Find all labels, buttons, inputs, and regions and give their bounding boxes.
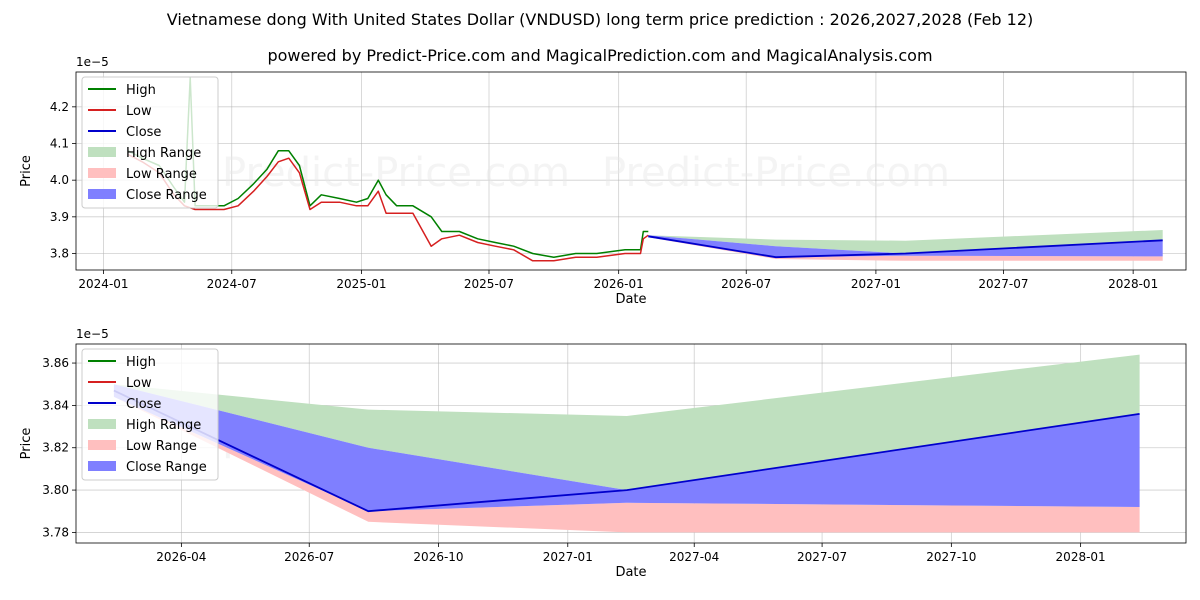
y-offset-text: 1e−5 <box>76 55 109 69</box>
plot-area <box>127 76 1163 262</box>
chart-subtitle: powered by Predict-Price.com and Magical… <box>267 46 933 65</box>
legend-patch-swatch <box>88 189 116 199</box>
x-axis-label: Date <box>615 292 646 307</box>
legend-label: Close <box>126 397 161 412</box>
forecast-close-line <box>113 389 1140 513</box>
x-tick-label: 2024-01 <box>78 277 128 291</box>
x-tick-label: 2025-01 <box>336 277 386 291</box>
legend-label: Close Range <box>126 188 207 203</box>
chart-suptitle: Vietnamese dong With United States Dolla… <box>166 10 1034 29</box>
close-range-area <box>113 384 1140 512</box>
x-tick-label: 2025-07 <box>464 277 514 291</box>
y-tick-label: 4.1 <box>50 137 69 151</box>
legend-label: High Range <box>126 418 201 433</box>
legend-label: High <box>126 355 156 370</box>
bottom-panel: Predict-Price.comPredict-Price.com2026-0… <box>19 327 1187 580</box>
axes-frame <box>75 71 1187 271</box>
x-tick-label: 2027-01 <box>851 277 901 291</box>
close-range-area <box>648 235 1163 258</box>
x-tick-label: 2028-01 <box>1056 550 1106 564</box>
legend-patch-swatch <box>88 419 116 429</box>
watermark-text: Predict-Price.com <box>222 150 570 196</box>
forecast-close-line <box>648 235 1163 259</box>
top-panel: Predict-Price.com Predict-Price.com 2024-0… <box>19 55 1187 307</box>
y-tick-label: 3.8 <box>50 247 69 261</box>
low-range-area <box>648 237 1163 261</box>
legend-patch-swatch <box>88 461 116 471</box>
y-tick-label: 3.82 <box>42 441 69 455</box>
x-tick-label: 2026-07 <box>721 277 771 291</box>
legend-patch-swatch <box>88 168 116 178</box>
legend-label: Close Range <box>126 460 207 475</box>
legend: High Low Close High Range Low Range Close Ran… <box>81 76 219 209</box>
plot-area <box>113 354 1140 533</box>
y-tick-label: 3.9 <box>50 210 69 224</box>
y-offset-text: 1e−5 <box>76 327 109 341</box>
x-tick-label: 2028-01 <box>1108 277 1158 291</box>
legend-label: Low Range <box>126 439 197 454</box>
low-range-area <box>113 396 1140 533</box>
history-line-low <box>127 153 649 262</box>
y-axis-label: Price <box>19 428 34 460</box>
x-tick-label: 2027-07 <box>978 277 1028 291</box>
y-tick-label: 4.2 <box>50 100 69 114</box>
axes-frame <box>75 343 1187 544</box>
x-tick-label: 2026-10 <box>413 550 463 564</box>
x-tick-label: 2027-07 <box>797 550 847 564</box>
x-tick-label: 2027-04 <box>669 550 719 564</box>
y-tick-label: 3.78 <box>42 525 69 539</box>
x-tick-label: 2026-04 <box>156 550 206 564</box>
y-tick-label: 3.84 <box>42 398 69 412</box>
legend-patch-swatch <box>88 147 116 157</box>
y-axis-label: Price <box>19 155 34 187</box>
x-tick-label: 2026-01 <box>594 277 644 291</box>
y-tick-label: 3.86 <box>42 356 69 370</box>
x-axis-label: Date <box>615 565 646 580</box>
legend-patch-swatch <box>88 440 116 450</box>
x-tick-label: 2027-01 <box>543 550 593 564</box>
watermark-text: Predict-Price.com <box>602 150 950 196</box>
legend: High Low Close High Range Low Range Close Ran… <box>81 348 219 481</box>
high-range-area <box>648 230 1163 254</box>
high-range-area <box>113 354 1140 491</box>
y-tick-label: 3.80 <box>42 483 69 497</box>
legend-label: Low Range <box>126 167 197 182</box>
legend-label: High Range <box>126 146 201 161</box>
x-tick-label: 2024-07 <box>207 277 257 291</box>
legend-label: Low <box>126 376 152 391</box>
x-tick-label: 2026-07 <box>284 550 334 564</box>
legend-label: High <box>126 83 156 98</box>
x-tick-label: 2027-10 <box>926 550 976 564</box>
y-tick-label: 4.0 <box>50 173 69 187</box>
legend-label: Low <box>126 104 152 119</box>
legend-label: Close <box>126 125 161 140</box>
